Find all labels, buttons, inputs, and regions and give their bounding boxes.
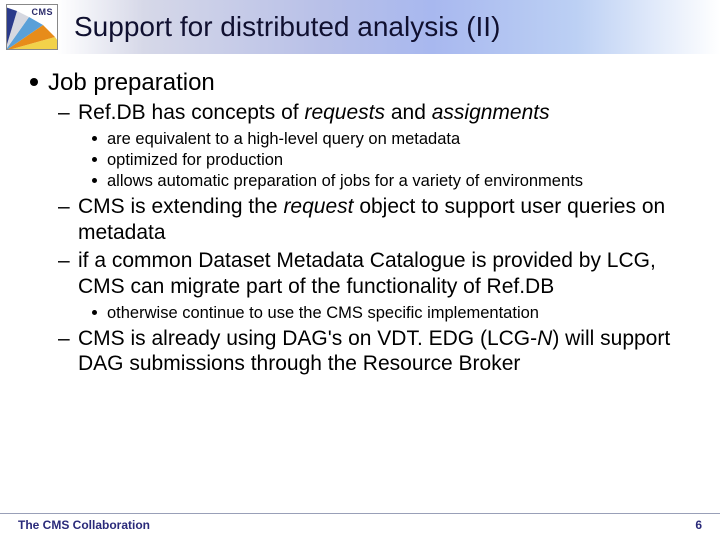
text-run: and (385, 101, 432, 124)
bullet-dash-icon: – (58, 248, 70, 274)
bullet-dot-icon (30, 78, 38, 86)
bullet-dot3-icon (92, 310, 97, 315)
bullet-l3: are equivalent to a high-level query on … (92, 129, 690, 149)
bullet-dash-icon: – (58, 100, 70, 126)
bullet-dash-icon: – (58, 194, 70, 220)
cms-logo-fan-icon (6, 7, 58, 50)
bullet-l2-text: CMS is extending the request object to s… (78, 194, 690, 245)
slide: CMS Support for distributed analysis (II… (0, 0, 720, 540)
bullet-l3-text: are equivalent to a high-level query on … (107, 129, 460, 149)
bullet-l2: – if a common Dataset Metadata Catalogue… (58, 248, 690, 299)
footer: The CMS Collaboration 6 (0, 513, 720, 532)
bullet-l3-text: allows automatic preparation of jobs for… (107, 171, 583, 191)
bullet-dash-icon: – (58, 326, 70, 352)
bullet-l2: – Ref.DB has concepts of requests and as… (58, 100, 690, 126)
slide-content: Job preparation – Ref.DB has concepts of… (0, 54, 720, 377)
bullet-l1-text: Job preparation (48, 68, 215, 97)
cms-logo: CMS (6, 4, 58, 50)
bullet-l2: – CMS is extending the request object to… (58, 194, 690, 245)
bullet-l1: Job preparation (30, 68, 690, 97)
title-bar: CMS Support for distributed analysis (II… (0, 0, 720, 54)
bullet-dot3-icon (92, 157, 97, 162)
bullet-l2-text: if a common Dataset Metadata Catalogue i… (78, 248, 690, 299)
bullet-l2-text: CMS is already using DAG's on VDT. EDG (… (78, 326, 690, 377)
text-run-italic: N (537, 327, 552, 350)
bullet-l3-text: optimized for production (107, 150, 283, 170)
text-run-italic: request (283, 195, 353, 218)
footer-left: The CMS Collaboration (18, 518, 150, 532)
text-run: CMS is extending the (78, 195, 283, 218)
bullet-l2: – CMS is already using DAG's on VDT. EDG… (58, 326, 690, 377)
text-run-italic: assignments (432, 101, 550, 124)
bullet-dot3-icon (92, 136, 97, 141)
bullet-l3: otherwise continue to use the CMS specif… (92, 303, 690, 323)
bullet-l3: optimized for production (92, 150, 690, 170)
slide-number: 6 (695, 518, 702, 532)
bullet-l3: allows automatic preparation of jobs for… (92, 171, 690, 191)
bullet-l2-text: Ref.DB has concepts of requests and assi… (78, 100, 550, 126)
text-run: Ref.DB has concepts of (78, 101, 304, 124)
text-run-italic: requests (304, 101, 385, 124)
slide-title: Support for distributed analysis (II) (74, 11, 500, 43)
bullet-dot3-icon (92, 178, 97, 183)
bullet-l3-text: otherwise continue to use the CMS specif… (107, 303, 539, 323)
text-run: CMS is already using DAG's on VDT. EDG (… (78, 327, 537, 350)
